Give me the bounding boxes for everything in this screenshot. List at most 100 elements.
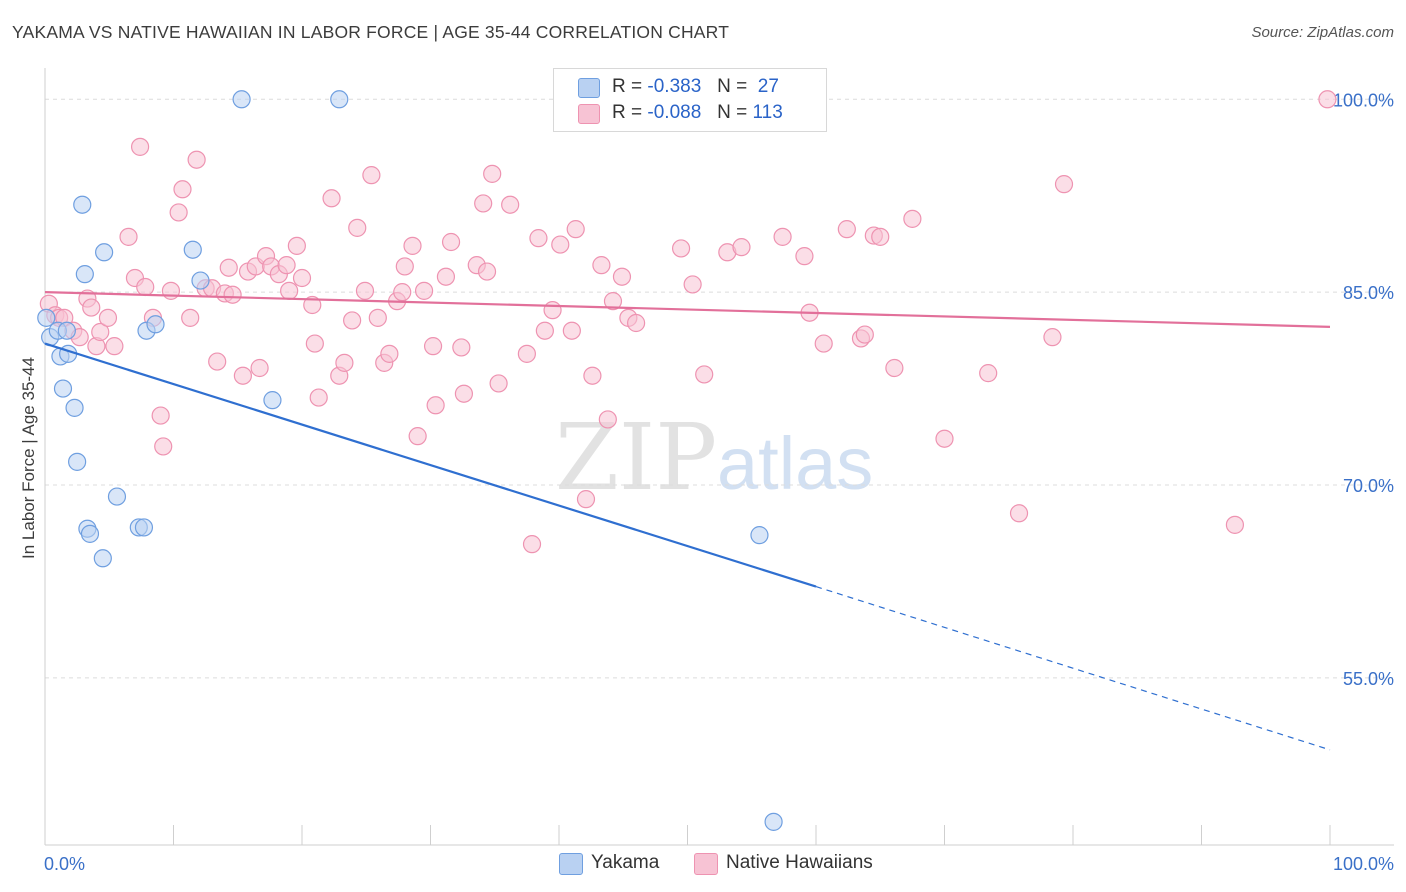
native-hawaiians-point: [474, 194, 493, 213]
native-hawaiians-point: [695, 365, 714, 384]
native-hawaiians-point: [280, 281, 299, 300]
legend-r-value-yakama: -0.383: [647, 76, 702, 97]
legend-n-label: N =: [717, 102, 748, 123]
native-hawaiians-point: [732, 238, 751, 257]
native-hawaiians-point: [250, 358, 269, 378]
native-hawaiians-point: [169, 203, 188, 222]
legend-n-value-yakama: 27: [757, 76, 779, 97]
native-hawaiians-point: [426, 396, 445, 415]
yakama-point: [65, 398, 84, 417]
native-hawaiians-point: [136, 277, 155, 297]
native-hawaiians-point: [305, 334, 324, 353]
native-hawaiians-point: [1054, 175, 1074, 194]
native-hawaiians-point: [1318, 90, 1337, 109]
chart-title: YAKAMA VS NATIVE HAWAIIAN IN LABOR FORCE…: [12, 22, 730, 42]
legend-r-label: R =: [612, 76, 643, 97]
native-hawaiians-point: [362, 166, 381, 185]
native-hawaiians-point: [517, 344, 536, 363]
native-hawaiians-point: [91, 322, 110, 342]
yakama-point: [68, 452, 87, 471]
native-hawaiians-point: [355, 281, 375, 300]
yakama-point: [134, 518, 154, 537]
native-hawaiians-point: [414, 281, 434, 300]
native-hawaiians-point: [380, 344, 399, 363]
native-hawaiians-point: [322, 189, 341, 208]
legend-label-native-hawaiians: Native Hawaiians: [726, 852, 873, 873]
trend-line-yakama-extrapolated: [815, 585, 1331, 751]
native-hawaiians-point: [303, 295, 322, 315]
yakama-point: [107, 487, 127, 506]
native-hawaiians-point: [309, 388, 328, 407]
native-hawaiians-point: [576, 490, 596, 509]
native-hawaiians-point: [292, 268, 312, 288]
native-hawaiians-point: [233, 366, 252, 385]
native-hawaiians-point: [161, 281, 181, 300]
native-hawaiians-point: [598, 410, 617, 429]
native-hawaiians-point: [1043, 328, 1062, 347]
source-label: Source: ZipAtlas.com: [1251, 24, 1394, 41]
native-hawaiians-point: [979, 364, 998, 383]
native-hawaiians-point: [277, 256, 296, 275]
native-hawaiians-point: [603, 292, 623, 311]
y-tick-label: 70.0%: [1343, 476, 1394, 496]
native-hawaiians-point: [436, 267, 456, 286]
correlation-legend: R = -0.383 N = 27 R = -0.088 N = 113: [553, 68, 827, 132]
x-tick-labels: 0.0% 100.0%: [44, 854, 1394, 874]
watermark-atlas: atlas: [717, 422, 873, 505]
native-hawaiians-point: [82, 298, 101, 317]
native-hawaiians-point: [583, 366, 602, 385]
legend-swatch-yakama: [559, 853, 583, 875]
yakama-point: [191, 271, 210, 290]
native-hawaiians-point: [795, 247, 814, 266]
series-yakama: [37, 90, 783, 831]
native-hawaiians-point: [335, 353, 354, 372]
x-tick-label-max: 100.0%: [1333, 854, 1394, 874]
yakama-point: [146, 315, 165, 334]
native-hawaiians-point: [403, 236, 422, 255]
native-hawaiians-point: [1225, 515, 1245, 534]
yakama-point: [263, 391, 282, 410]
native-hawaiians-point: [452, 338, 471, 357]
trend-line-yakama: [44, 342, 817, 588]
native-hawaiians-point: [501, 195, 520, 214]
native-hawaiians-point: [855, 325, 874, 344]
native-hawaiians-point: [454, 384, 474, 403]
native-hawaiians-point: [208, 352, 227, 371]
native-hawaiians-point: [423, 337, 443, 356]
native-hawaiians-point: [343, 311, 362, 330]
yakama-point: [764, 812, 783, 831]
trend-line-native-hawaiians: [44, 291, 1331, 328]
legend-n-value-native-hawaiians: 113: [752, 102, 783, 123]
y-tick-label: 100.0%: [1333, 90, 1394, 110]
native-hawaiians-point: [219, 258, 238, 277]
series-native-hawaiians: [39, 90, 1337, 554]
yakama-point: [37, 308, 56, 327]
native-hawaiians-point: [223, 285, 242, 304]
native-hawaiians-point: [814, 334, 833, 353]
yakama-point: [80, 524, 100, 543]
yakama-point: [183, 240, 202, 259]
native-hawaiians-point: [543, 301, 562, 320]
legend-n-label: N =: [717, 76, 748, 97]
native-hawaiians-point: [592, 256, 611, 275]
native-hawaiians-point: [535, 321, 554, 340]
yakama-point: [73, 195, 92, 214]
legend-swatch-native-hawaiians: [694, 853, 718, 875]
native-hawaiians-point: [181, 308, 200, 327]
legend-swatch-native-hawaiians: [578, 104, 600, 124]
native-hawaiians-point: [551, 235, 570, 254]
legend-r-value-native-hawaiians: -0.088: [647, 102, 702, 123]
y-tick-label: 85.0%: [1343, 283, 1394, 303]
native-hawaiians-point: [395, 257, 414, 276]
native-hawaiians-point: [683, 275, 702, 294]
native-hawaiians-point: [903, 209, 922, 228]
native-hawaiians-point: [119, 227, 138, 246]
native-hawaiians-point: [837, 220, 856, 239]
yakama-point: [95, 243, 114, 262]
native-hawaiians-point: [408, 427, 427, 446]
native-hawaiians-point: [566, 220, 585, 239]
legend-swatch-yakama: [578, 78, 600, 98]
yakama-point: [232, 90, 251, 109]
yakama-point: [57, 321, 76, 340]
